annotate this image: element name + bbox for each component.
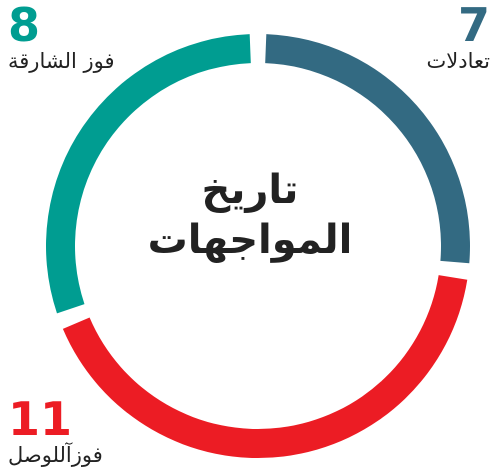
- sharjah-wins-label: 8 فوز الشارقة: [8, 2, 115, 74]
- draws-label: 7 تعادلات: [427, 2, 490, 74]
- sharjah-wins-text: فوز الشارقة: [8, 49, 115, 73]
- draws-value: 7: [457, 0, 490, 52]
- slice-wasl-wins: [62, 275, 468, 458]
- chart-title: تاريخ المواجهات: [130, 165, 370, 265]
- slice-draws: [265, 34, 471, 264]
- wasl-wins-value: 11: [8, 392, 73, 446]
- chart-title-line-1: تاريخ: [201, 167, 299, 213]
- chart-title-line-2: المواجهات: [147, 217, 353, 263]
- slice-sharjah-wins: [46, 34, 251, 314]
- wasl-wins-label: 11 فوزآللوصل: [8, 396, 103, 468]
- sharjah-wins-value: 8: [8, 0, 41, 52]
- wasl-wins-text: فوزآللوصل: [8, 443, 103, 467]
- draws-text: تعادلات: [426, 49, 490, 73]
